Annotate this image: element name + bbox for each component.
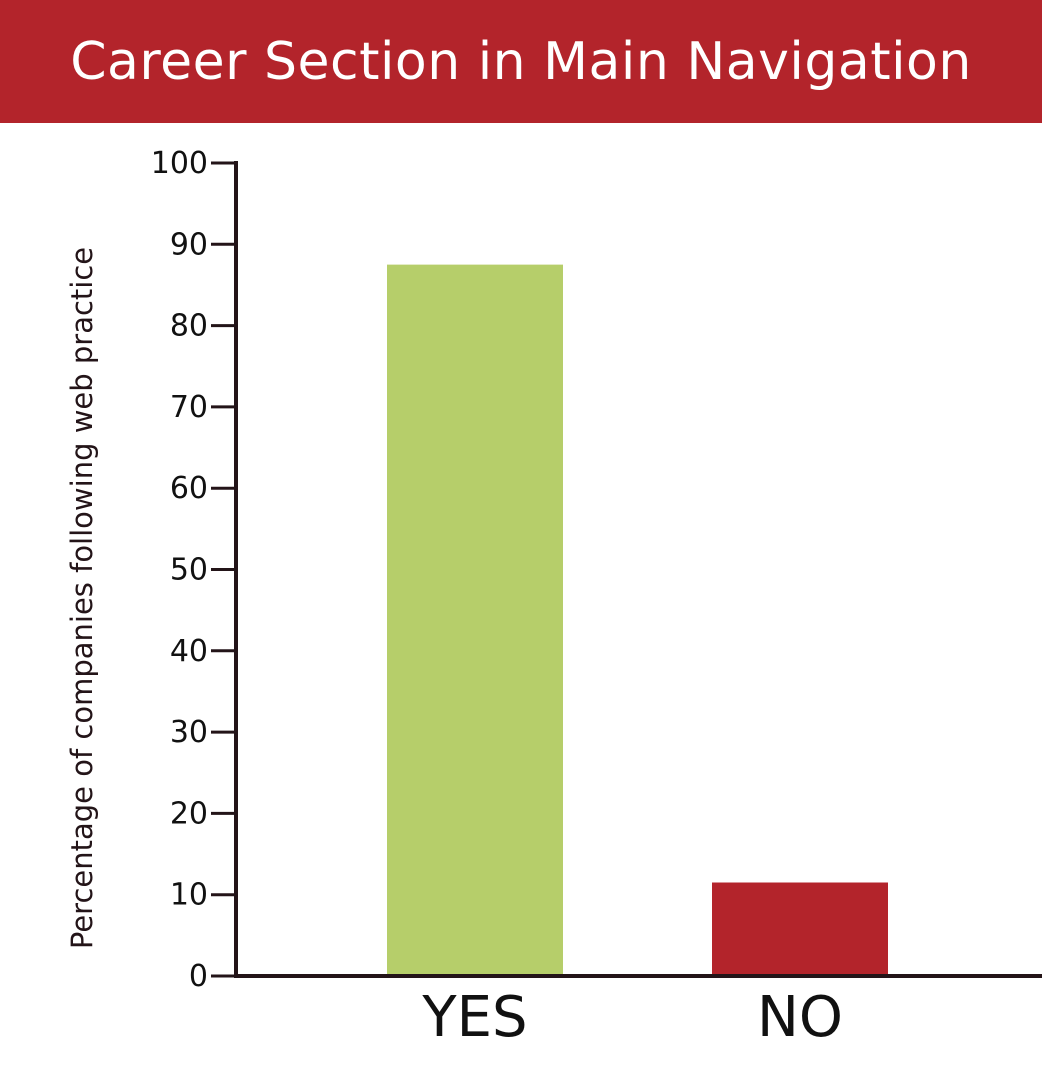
chart-title-banner: Career Section in Main Navigation [0, 0, 1042, 123]
bar-yes [387, 264, 563, 976]
y-tick-label: 50 [170, 553, 208, 588]
y-tick-label: 100 [151, 146, 208, 181]
x-category-label-yes: YES [421, 985, 527, 1050]
y-tick-label: 20 [170, 796, 208, 831]
y-tick-label: 90 [170, 227, 208, 262]
x-category-label-no: NO [757, 985, 843, 1050]
y-tick-label: 80 [170, 309, 208, 344]
y-tick-label: 40 [170, 634, 208, 669]
y-tick-label: 10 [170, 878, 208, 913]
y-tick-label: 30 [170, 715, 208, 750]
y-tick-label: 70 [170, 390, 208, 425]
y-tick-label: 60 [170, 471, 208, 506]
bar-no [712, 882, 888, 976]
y-tick-label: 0 [189, 959, 208, 994]
chart-title: Career Section in Main Navigation [70, 31, 972, 92]
y-axis-label: Percentage of companies following web pr… [65, 247, 99, 949]
